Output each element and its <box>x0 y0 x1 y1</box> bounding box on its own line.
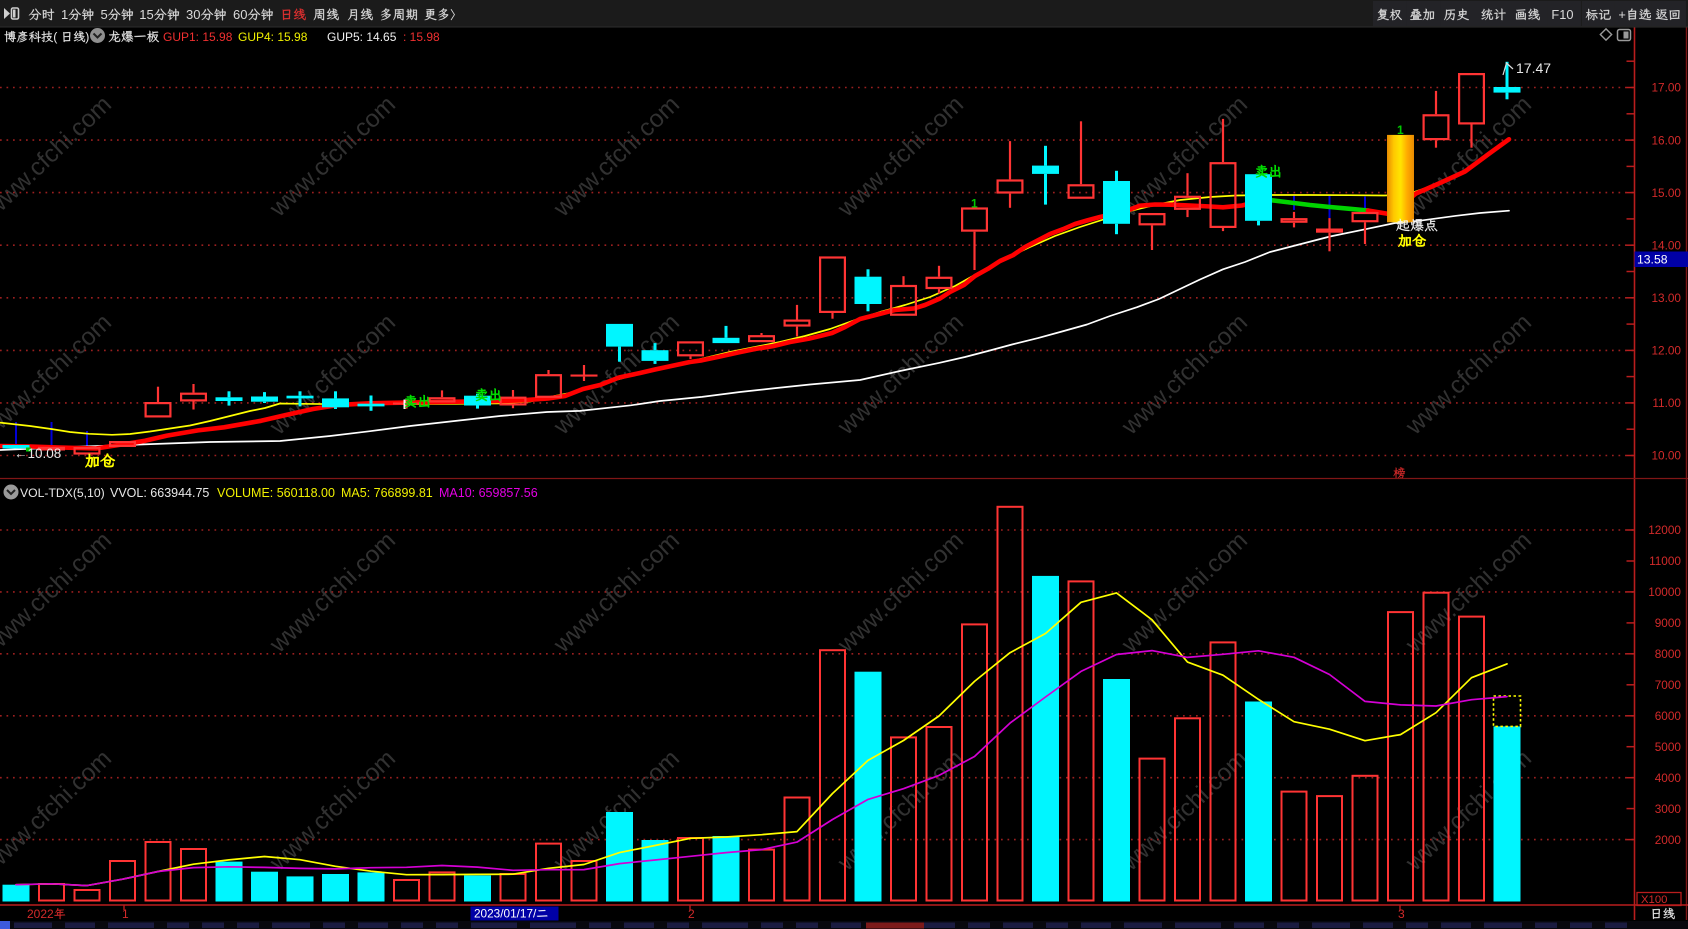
svg-text:14.00: 14.00 <box>1651 238 1681 252</box>
svg-text:X100: X100 <box>1641 894 1667 906</box>
svg-text:1: 1 <box>971 197 978 211</box>
svg-text:VVOL: 663944.75: VVOL: 663944.75 <box>110 486 209 500</box>
svg-text:11.00: 11.00 <box>1652 396 1681 410</box>
svg-text:1: 1 <box>1397 123 1404 137</box>
svg-text:12000: 12000 <box>1648 523 1681 537</box>
svg-text:2022: 2022 <box>27 907 54 921</box>
svg-text:6000: 6000 <box>1655 709 1682 723</box>
svg-text:8000: 8000 <box>1655 647 1682 661</box>
svg-text:2023/01/17/: 2023/01/17/ <box>474 907 537 921</box>
svg-text:←10.08: ←10.08 <box>14 446 61 461</box>
svg-text:13.58: 13.58 <box>1637 253 1668 267</box>
svg-text:: 15.98: : 15.98 <box>403 30 440 44</box>
svg-text:(: ( <box>53 30 58 44</box>
svg-text:〉: 〉 <box>450 8 462 22</box>
svg-text:F10: F10 <box>1551 7 1573 22</box>
svg-text:VOL-TDX(5,10): VOL-TDX(5,10) <box>20 486 105 500</box>
svg-text:10000: 10000 <box>1648 585 1681 599</box>
svg-text:MA5: 766899.81: MA5: 766899.81 <box>341 486 433 500</box>
svg-text:5000: 5000 <box>1655 740 1682 754</box>
svg-text:17.47: 17.47 <box>1516 60 1551 76</box>
svg-text:5: 5 <box>101 7 108 22</box>
svg-text:GUP1: 15.98: GUP1: 15.98 <box>163 30 233 44</box>
svg-text:16.00: 16.00 <box>1651 133 1681 147</box>
svg-text:3000: 3000 <box>1655 802 1682 816</box>
svg-text:9000: 9000 <box>1655 616 1682 630</box>
svg-text:60: 60 <box>233 7 247 22</box>
svg-text:4000: 4000 <box>1655 771 1682 785</box>
svg-text:13.00: 13.00 <box>1651 291 1681 305</box>
svg-text:7000: 7000 <box>1655 678 1682 692</box>
svg-text:1: 1 <box>61 7 68 22</box>
svg-text:30: 30 <box>186 7 200 22</box>
svg-text:GUP4: 15.98: GUP4: 15.98 <box>238 30 308 44</box>
svg-text:2000: 2000 <box>1655 833 1682 847</box>
svg-text:2: 2 <box>688 907 695 921</box>
svg-text:): ) <box>85 30 89 44</box>
svg-text:11000: 11000 <box>1649 554 1681 568</box>
svg-text:MA10: 659857.56: MA10: 659857.56 <box>439 486 538 500</box>
svg-text:15.00: 15.00 <box>1651 186 1681 200</box>
svg-text:1: 1 <box>122 907 129 921</box>
svg-text:VOLUME: 560118.00: VOLUME: 560118.00 <box>217 486 335 500</box>
svg-text:+: + <box>1618 7 1625 22</box>
svg-text:3: 3 <box>1398 907 1405 921</box>
svg-text:GUP5: 14.65: GUP5: 14.65 <box>327 30 397 44</box>
svg-text:10.00: 10.00 <box>1651 449 1681 463</box>
svg-text:15: 15 <box>139 7 153 22</box>
svg-text:12.00: 12.00 <box>1651 344 1681 358</box>
svg-text:17.00: 17.00 <box>1651 81 1681 95</box>
